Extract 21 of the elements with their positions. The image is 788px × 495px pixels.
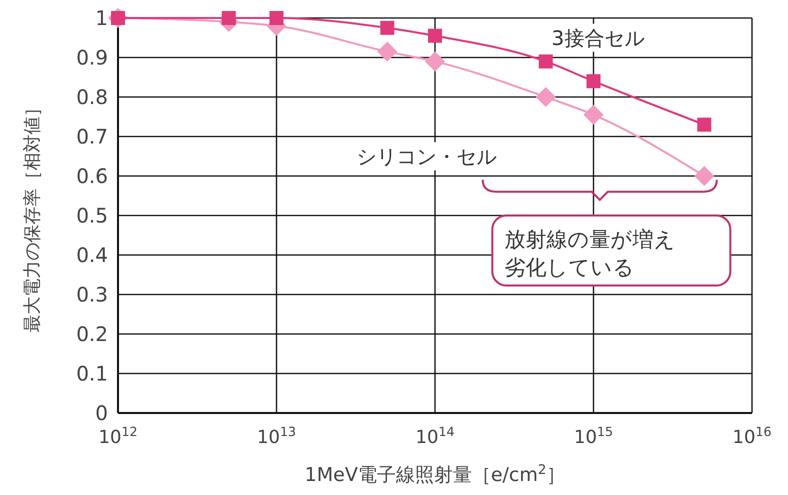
y-tick-label: 0.9 [76, 46, 108, 70]
x-tick-label: 10$^{16}$ [732, 424, 772, 448]
text: シリコン・セル [356, 144, 497, 168]
y-tick-label: 0.2 [76, 322, 108, 346]
y-tick-label: 0.7 [76, 124, 108, 148]
y-axis-title: 最大電力の保存率［相対値］ [22, 98, 43, 332]
y-tick-label: 0.8 [76, 85, 108, 109]
x-tick-label: 10$^{12}$ [98, 424, 138, 448]
y-tick-label: 0.6 [76, 164, 108, 188]
y-tick-label: 0.4 [76, 243, 108, 267]
x-tick-label: 10$^{14}$ [416, 424, 454, 448]
y-tick-label: 0.3 [76, 282, 108, 306]
y-tick-label: 0.5 [76, 204, 108, 228]
x-axis-title: 1MeV電子線照射量［e/cm$^{2}$］ [304, 462, 566, 486]
y-tick-label: 0 [95, 401, 108, 425]
annotation: 放射線の量が増え劣化している [504, 228, 676, 280]
y-tick-label: 1 [95, 6, 108, 30]
x-tick-label: 10$^{13}$ [257, 424, 296, 448]
y-tick-label: 0.1 [76, 362, 108, 386]
series-label: 3接合セル [552, 26, 644, 50]
x-tick-label: 10$^{15}$ [574, 424, 613, 448]
